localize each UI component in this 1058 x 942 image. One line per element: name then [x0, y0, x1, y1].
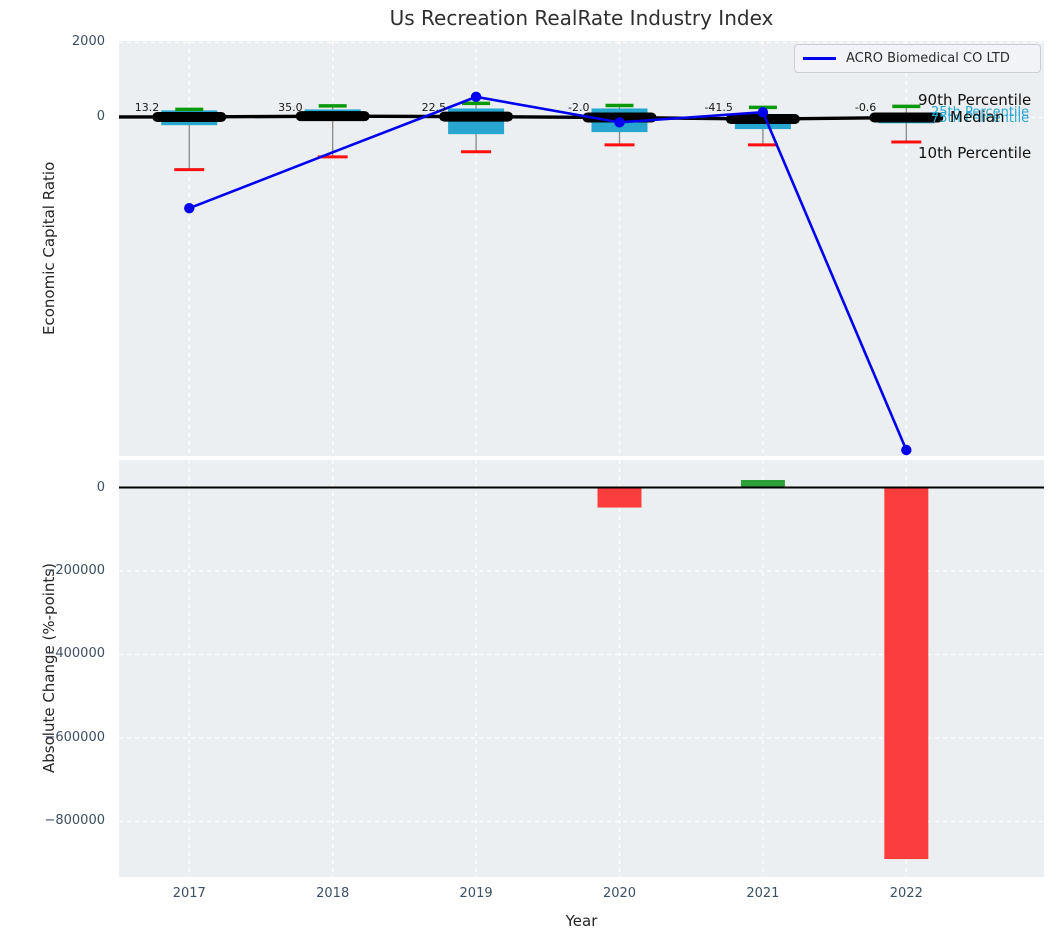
ytick-bottom-0: 0	[96, 479, 105, 495]
label-75th-percentile: 75th Percentile	[931, 111, 1030, 126]
chart-title: Us Recreation RealRate Industry Index	[389, 6, 774, 30]
ytick-bottom--200000: −200000	[44, 563, 105, 578]
label-10th-percentile: 10th Percentile	[918, 144, 1032, 162]
ytick-bottom--600000: −600000	[44, 729, 105, 745]
ytick-top-2000: 2000	[71, 34, 105, 50]
median-annotation-2021: -41.5	[704, 101, 733, 114]
ytick-bottom--400000: −400000	[44, 646, 105, 662]
median-annotation-2019: 22.5	[421, 101, 447, 114]
legend: ACRO Biomedical CO LTD	[794, 44, 1041, 73]
ytick-top-0: 0	[96, 109, 105, 125]
xtick-2021: 2021	[746, 886, 780, 901]
label-25th-percentile: 25th Percentile	[931, 105, 1030, 120]
legend-label: ACRO Biomedical CO LTD	[846, 51, 1010, 66]
median-annotation-2022: -0.6	[854, 101, 877, 114]
ytick-bottom--800000: −800000	[44, 813, 105, 829]
x-axis-label: Year	[565, 912, 598, 930]
xtick-2018: 2018	[316, 886, 350, 901]
legend-line-sample-icon	[803, 57, 836, 60]
xtick-2020: 2020	[602, 886, 637, 901]
median-annotation-2018: 35.0	[278, 101, 303, 114]
label-90th-percentile: 90th Percentile	[918, 91, 1032, 109]
xtick-2019: 2019	[459, 886, 493, 901]
xtick-2017: 2017	[172, 886, 206, 901]
label-median: Median	[950, 108, 1005, 126]
median-annotation-2017: 13.2	[134, 101, 160, 114]
top-y-axis-label: Economic Capital Ratio	[40, 161, 58, 336]
median-annotation-2020: -2.0	[568, 101, 590, 114]
bottom-plot-area	[119, 460, 1044, 877]
xtick-2022: 2022	[889, 886, 923, 901]
